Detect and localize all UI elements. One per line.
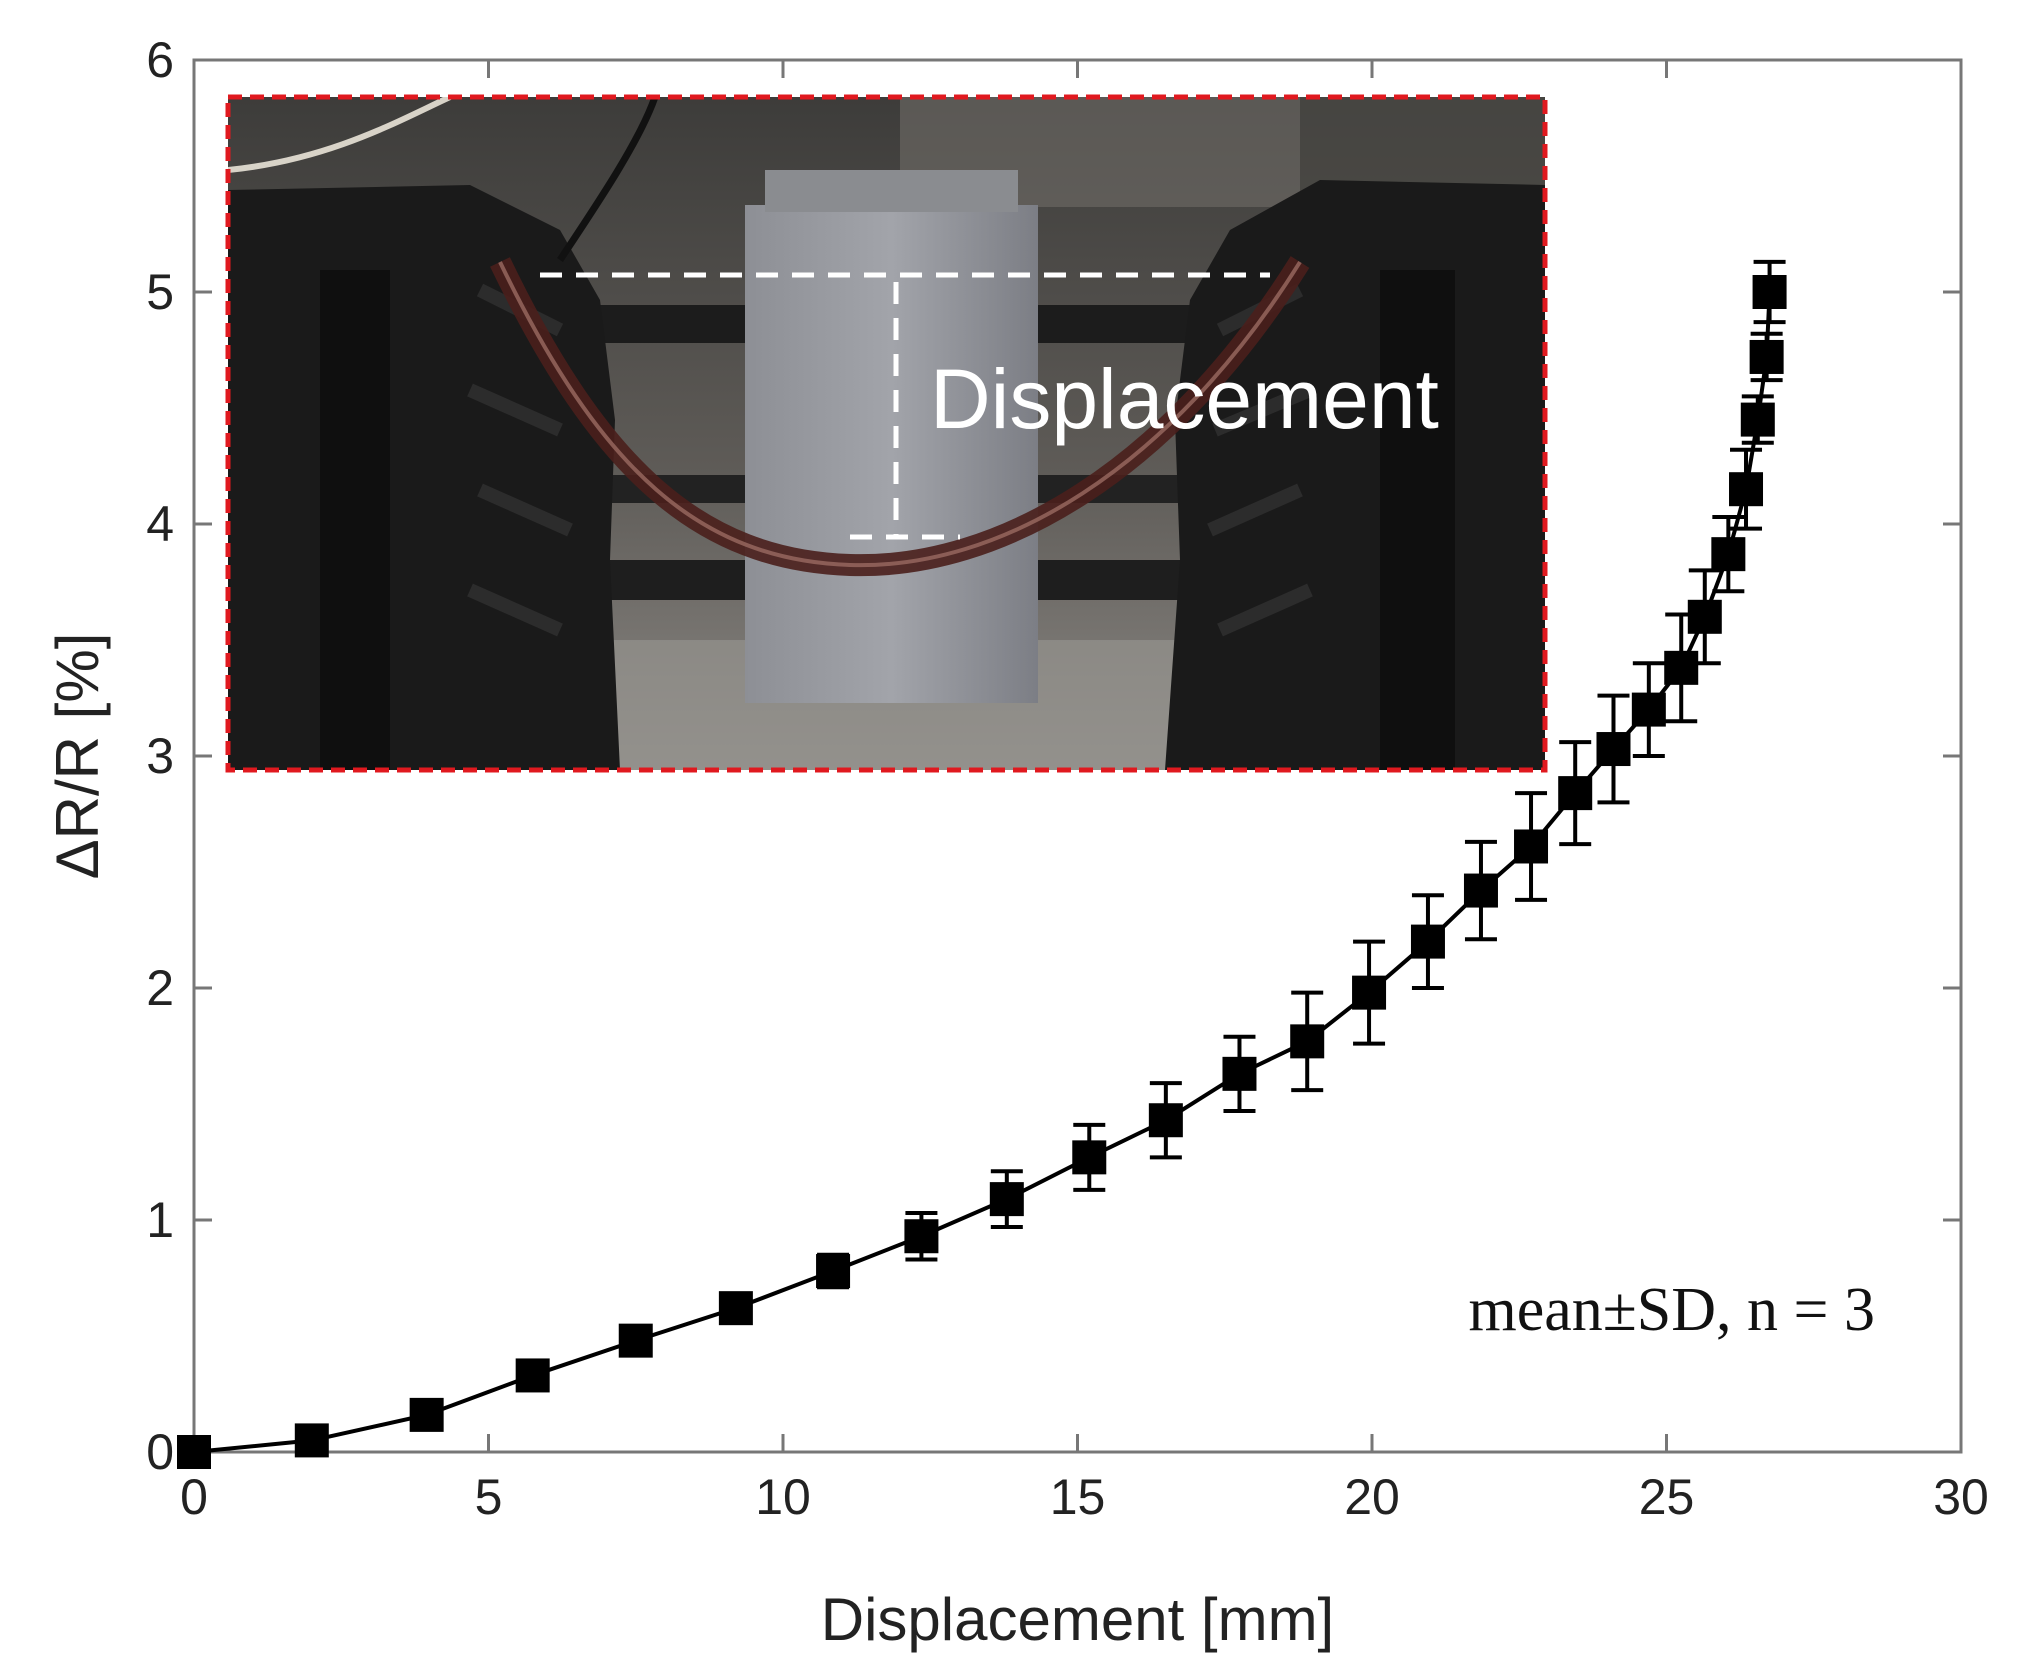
x-tick-label: 0 [180, 1469, 208, 1525]
inset-frame [225, 94, 1548, 773]
inset-wire [228, 97, 452, 173]
x-axis-title: Displacement [mm] [821, 1586, 1334, 1653]
data-point [1740, 402, 1775, 437]
inset-label: Displacement [930, 352, 1439, 446]
y-tick-label: 3 [146, 728, 174, 784]
data-point [1687, 599, 1722, 634]
y-tick-label: 4 [146, 496, 174, 552]
data-point [1711, 537, 1746, 572]
y-tick-label: 6 [146, 32, 174, 88]
y-tick-label: 2 [146, 960, 174, 1016]
y-tick-label: 0 [146, 1424, 174, 1480]
data-point [1729, 472, 1764, 507]
data-point [1631, 692, 1666, 727]
data-point [177, 1435, 211, 1469]
inset-block-top [765, 170, 1018, 212]
data-point [1352, 975, 1387, 1010]
x-tick-label: 25 [1639, 1469, 1695, 1525]
inset-block [745, 205, 1038, 703]
inset-film-highlight [498, 260, 1302, 568]
x-tick-label: 30 [1933, 1469, 1989, 1525]
data-point [718, 1291, 753, 1326]
data-point [1749, 339, 1784, 374]
inset-clamp-slot [320, 270, 390, 770]
data-layer [177, 259, 1787, 1469]
annotation: mean±SD, n = 3 [1468, 1276, 1875, 1344]
data-point [1558, 776, 1593, 811]
data-point [1148, 1103, 1183, 1138]
data-point [1752, 275, 1787, 309]
data-point [1410, 924, 1445, 959]
y-tick-label: 5 [146, 264, 174, 320]
data-point [1664, 650, 1699, 685]
y-axis-title: ΔR/R [%] [44, 633, 111, 880]
data-point [816, 1254, 851, 1289]
x-tick-label: 20 [1344, 1469, 1400, 1525]
x-tick-label: 10 [755, 1469, 811, 1525]
data-point [294, 1423, 329, 1458]
data-point [1072, 1140, 1107, 1175]
data-point [1463, 873, 1498, 908]
labels: 0 5 10 15 20 25 30 0 1 2 3 4 5 6 Displacement [mm] ΔR/R… [44, 32, 1989, 1653]
data-point [515, 1358, 550, 1393]
inset-clamp-slot [1380, 270, 1455, 770]
inset-clamp-right [1165, 180, 1545, 770]
data-point [409, 1397, 444, 1432]
x-tick-label: 15 [1050, 1469, 1106, 1525]
inset-photo: Displacement [225, 94, 1548, 773]
data-point [904, 1219, 939, 1254]
x-tick-label: 5 [475, 1469, 503, 1525]
data-point [989, 1182, 1024, 1217]
inset-wire [557, 97, 659, 262]
data-point [1222, 1056, 1257, 1091]
data-point [1290, 1024, 1325, 1059]
data-point [1596, 732, 1631, 767]
data-point [1514, 829, 1549, 864]
data-point [618, 1323, 653, 1358]
y-tick-label: 1 [146, 1192, 174, 1248]
